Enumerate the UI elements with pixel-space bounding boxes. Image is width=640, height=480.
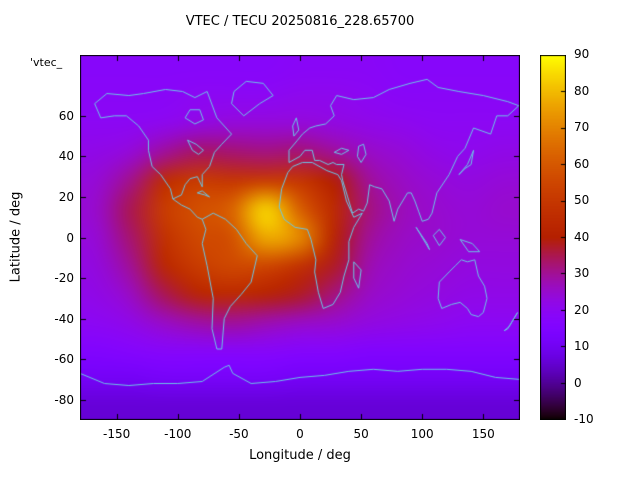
colorbar-tick-label: 60	[574, 156, 590, 171]
y-tick-label: -80	[54, 392, 74, 407]
y-tick-label: -60	[54, 352, 74, 367]
y-tick-label: 40	[58, 149, 74, 164]
y-tick-label: 20	[58, 189, 74, 204]
chart-title: VTEC / TECU 20250816_228.65700	[185, 14, 415, 29]
colorbar-tick-label: 10	[574, 339, 590, 353]
y-tick-label: 60	[58, 108, 74, 123]
x-tick-label: -150	[103, 427, 131, 441]
colorbar-tick-label: -10	[574, 412, 594, 426]
colorbar-tick-label: 30	[574, 266, 590, 280]
colorbar-tick-label: 20	[574, 302, 590, 317]
x-tick-label: -50	[229, 427, 249, 441]
colorbar-tick-label: 90	[574, 47, 590, 61]
y-tick-label: -20	[54, 271, 74, 286]
colorbar-tick-label: 40	[574, 229, 590, 244]
x-axis-label: Longitude / deg	[249, 448, 351, 463]
plot-annotation: 'vtec_	[30, 56, 63, 69]
colorbar-tick-label: 70	[574, 120, 590, 134]
y-tick-label: -40	[54, 311, 74, 326]
heatmap-canvas	[80, 55, 520, 420]
colorbar-tick-label: 0	[574, 375, 582, 390]
x-tick-label: -100	[164, 427, 192, 441]
y-tick-label: 0	[66, 230, 74, 245]
colorbar	[540, 55, 566, 420]
x-tick-label: 150	[471, 427, 495, 441]
colorbar-tick-label: 50	[574, 193, 590, 207]
x-tick-label: 0	[296, 427, 304, 441]
y-axis-label: Latitude / deg	[8, 191, 24, 283]
x-tick-label: 100	[410, 427, 434, 441]
x-tick-label: 50	[353, 427, 369, 441]
colorbar-tick-label: 80	[574, 83, 590, 98]
